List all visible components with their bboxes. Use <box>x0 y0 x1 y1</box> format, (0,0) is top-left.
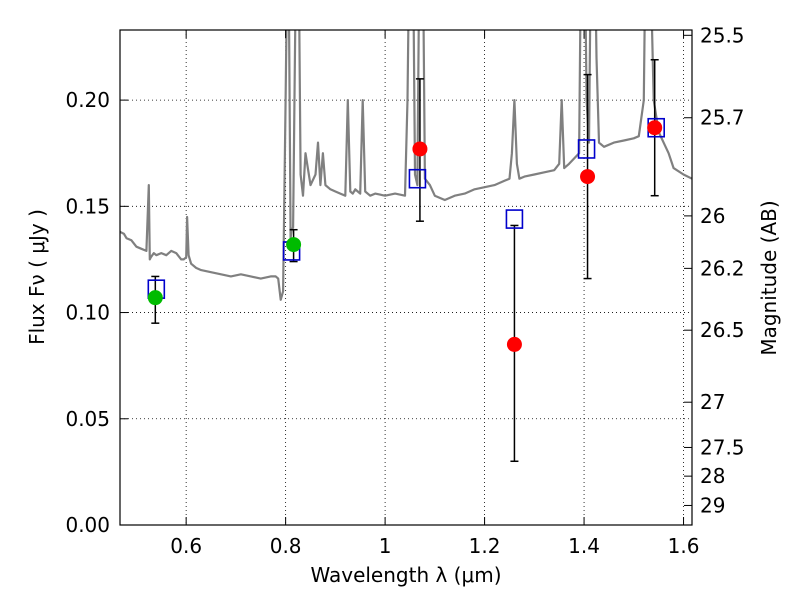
x-tick-label: 1.2 <box>469 534 501 558</box>
magnitude-tick-label: 25.5 <box>700 23 745 47</box>
magnitude-tick-label: 26.2 <box>700 256 745 280</box>
y-tick-label: 0.10 <box>65 301 110 325</box>
observed-flux-point <box>147 290 163 306</box>
axis-ticks: 0.6 0.8 1 1.2 1.4 1.6 0.00 0.05 0.10 0.15 0.20 25.5… <box>65 23 744 558</box>
model-spectrum-line <box>120 30 692 301</box>
observed-flux-point <box>580 169 596 185</box>
observed-flux-point <box>647 120 663 136</box>
plot-area <box>120 30 692 463</box>
observed-flux-point <box>506 336 522 352</box>
model-photometry-square <box>408 168 427 189</box>
observed-flux-point <box>412 141 428 157</box>
x-tick-label: 1 <box>379 534 392 558</box>
magnitude-tick-label: 25.7 <box>700 106 745 130</box>
magnitude-tick-label: 29 <box>700 493 725 517</box>
model-photometry-square <box>577 139 596 159</box>
magnitude-tick-label: 27.5 <box>700 435 745 459</box>
y-axis-title: Flux Fν ( μJy ) <box>25 209 49 345</box>
magnitude-tick-label: 27 <box>700 390 725 414</box>
y-tick-label: 0.05 <box>65 407 110 431</box>
magnitude-axis-title: Magnitude (AB) <box>757 200 781 355</box>
magnitude-tick-label: 26.5 <box>700 318 745 342</box>
y-tick-label: 0.15 <box>65 194 110 218</box>
observed-flux-point <box>286 237 302 253</box>
magnitude-tick-label: 28 <box>700 464 725 488</box>
x-axis-title: Wavelength λ (μm) <box>310 563 501 587</box>
y-tick-label: 0.20 <box>65 88 110 112</box>
x-tick-label: 1.6 <box>668 534 700 558</box>
model-photometry-square <box>505 209 524 229</box>
magnitude-tick-label: 26 <box>700 204 725 228</box>
y-tick-label: 0.00 <box>65 513 110 537</box>
x-tick-label: 1.4 <box>568 534 600 558</box>
x-tick-label: 0.6 <box>170 534 202 558</box>
plot-frame <box>119 29 693 526</box>
x-tick-label: 0.8 <box>270 534 302 558</box>
